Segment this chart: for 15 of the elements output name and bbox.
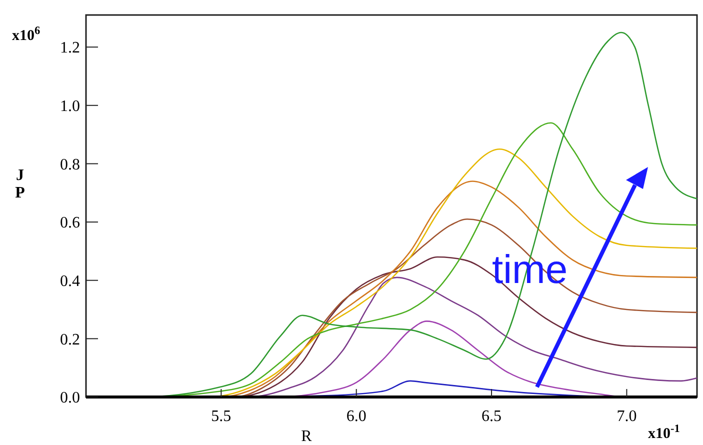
x-tick-label: 6.5 — [482, 408, 502, 425]
y-tick-label: 0.6 — [60, 214, 80, 232]
x-axis-title: R — [301, 428, 312, 445]
x-tick-label: 5.5 — [211, 408, 232, 425]
y-tick-label: 0.4 — [60, 272, 80, 290]
y-tick-label: 1.0 — [60, 98, 80, 115]
y-axis-title: JP — [15, 167, 26, 202]
text: x10$^{-1}$ — [648, 423, 680, 442]
y-tick-label: 0.8 — [60, 156, 80, 174]
x-tick-label: 7.0 — [616, 408, 637, 425]
x-tick-label: 6.0 — [346, 408, 366, 425]
y-tick-label: 0.0 — [60, 390, 80, 407]
y-tick-label: 1.2 — [60, 40, 80, 57]
text: x10$^{6}$ — [12, 25, 40, 44]
y-tick-label: 0.2 — [60, 331, 80, 348]
